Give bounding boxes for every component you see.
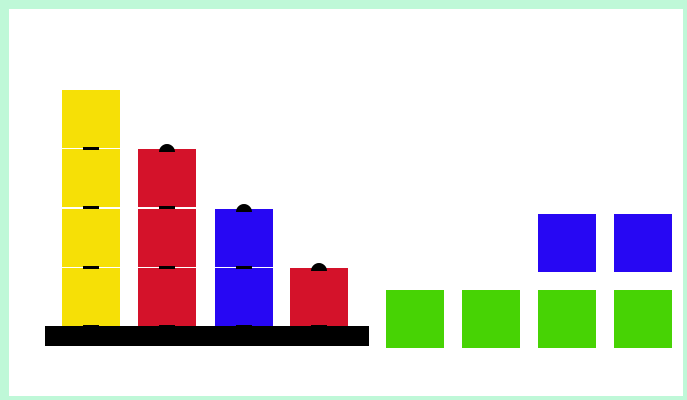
stack-top-stud bbox=[159, 144, 175, 152]
stack-block-3-1[interactable] bbox=[215, 268, 273, 326]
block-connector bbox=[83, 206, 99, 209]
stack-block-4-1[interactable] bbox=[290, 268, 348, 326]
stack-block-1-3[interactable] bbox=[62, 149, 120, 207]
tray-block-bottom-1[interactable] bbox=[386, 290, 444, 348]
stack-top-stud bbox=[311, 263, 327, 271]
block-connector bbox=[83, 325, 99, 328]
stack-block-1-1[interactable] bbox=[62, 268, 120, 326]
stack-block-1-4[interactable] bbox=[62, 90, 120, 148]
block-connector bbox=[159, 206, 175, 209]
tray-block-bottom-3[interactable] bbox=[538, 290, 596, 348]
stack-block-2-1[interactable] bbox=[138, 268, 196, 326]
tray-block-top-4[interactable] bbox=[614, 214, 672, 272]
tray-block-top-3[interactable] bbox=[538, 214, 596, 272]
base-platform bbox=[45, 326, 369, 346]
stack-top-stud bbox=[236, 204, 252, 212]
block-connector bbox=[159, 266, 175, 269]
block-connector bbox=[159, 325, 175, 328]
stack-block-2-3[interactable] bbox=[138, 149, 196, 207]
block-connector bbox=[311, 325, 327, 328]
tray-block-bottom-4[interactable] bbox=[614, 290, 672, 348]
block-connector bbox=[83, 266, 99, 269]
stack-block-1-2[interactable] bbox=[62, 209, 120, 267]
block-connector bbox=[236, 266, 252, 269]
stack-block-3-2[interactable] bbox=[215, 209, 273, 267]
stack-block-2-2[interactable] bbox=[138, 209, 196, 267]
block-connector bbox=[83, 147, 99, 150]
tray-block-bottom-2[interactable] bbox=[462, 290, 520, 348]
block-connector bbox=[236, 325, 252, 328]
